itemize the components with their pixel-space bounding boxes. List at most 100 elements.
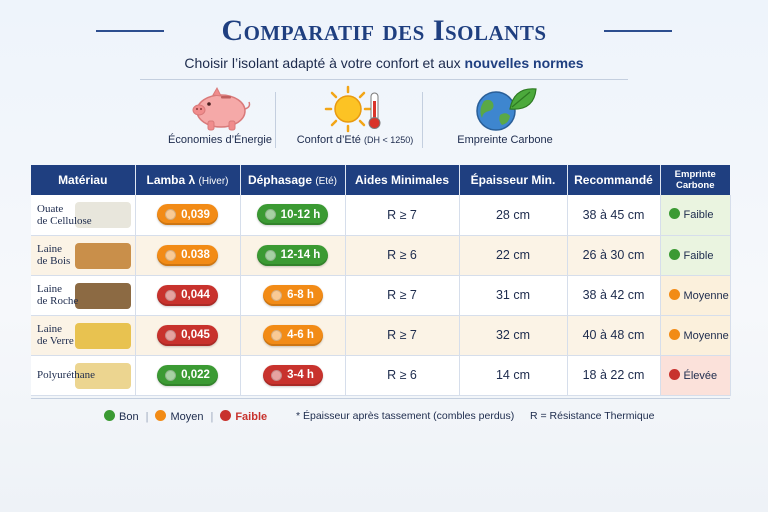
table-row: Polyuréthane 0,022 3-4 h R ≥ 6 14 cm 18 … bbox=[31, 355, 731, 396]
lambda-value: 0,039 bbox=[181, 208, 210, 221]
cell-aides: R ≥ 7 bbox=[345, 195, 460, 236]
cell-lambda: 0,039 bbox=[135, 195, 241, 236]
material-name: Polyuréthane bbox=[37, 369, 96, 381]
cell-recommended: 38 à 42 cm bbox=[567, 275, 661, 316]
rating-dot-icon bbox=[165, 209, 177, 221]
lambda-value: 0,022 bbox=[181, 369, 210, 381]
cell-material: Laine de Verre bbox=[31, 315, 136, 356]
material-name: Laine de Roche bbox=[37, 283, 79, 307]
cell-material: Polyuréthane bbox=[31, 355, 136, 396]
legend-item-weak: Faible bbox=[220, 410, 267, 423]
cell-recommended: 38 à 45 cm bbox=[567, 195, 661, 236]
phase-badge: 3-4 h bbox=[262, 364, 323, 386]
carbon-value: Moyenne bbox=[683, 289, 729, 302]
material-swatch bbox=[74, 362, 131, 389]
cell-thickness: 31 cm bbox=[459, 275, 568, 316]
title-rule-left bbox=[96, 30, 164, 32]
cell-aides: R ≥ 6 bbox=[345, 235, 460, 276]
title-rule-right bbox=[604, 30, 672, 32]
rating-dot-icon bbox=[264, 209, 276, 221]
lambda-value: 0.038 bbox=[181, 249, 210, 261]
carbon-dot-icon bbox=[668, 288, 680, 300]
red-dot-icon bbox=[220, 410, 232, 421]
feature-comfort-text: Confort d’Eté bbox=[296, 134, 361, 146]
phase-badge: 6-8 h bbox=[262, 284, 323, 306]
header-lambda-note: (Hiver) bbox=[198, 176, 229, 187]
phase-badge: 12-14 h bbox=[256, 244, 329, 266]
feature-comfort-note: (DH < 1250) bbox=[363, 135, 414, 145]
table-bottom-rule bbox=[31, 398, 730, 399]
cell-carbon: Faible bbox=[660, 195, 731, 236]
legend-label-weak: Faible bbox=[235, 411, 268, 423]
carbon-dot-icon bbox=[668, 248, 680, 260]
phase-value: 10-12 h bbox=[280, 208, 321, 221]
header-aides: Aides Minimales bbox=[345, 165, 460, 195]
phase-value: 12-14 h bbox=[280, 249, 321, 261]
cell-thickness: 22 cm bbox=[459, 235, 568, 276]
feature-comfort: Confort d’Eté (DH < 1250) bbox=[285, 84, 425, 156]
header-lambda: Lamba λ (Hiver) bbox=[135, 165, 241, 195]
cell-thickness: 32 cm bbox=[459, 315, 568, 356]
cell-carbon: Élevée bbox=[660, 355, 731, 396]
material-name: Laine de Verre bbox=[37, 323, 74, 347]
table-header-row: Matériau Lamba λ (Hiver) Déphasage (Eté)… bbox=[31, 165, 730, 195]
subtitle-emphasis: nouvelles normes bbox=[464, 55, 584, 71]
phase-value: 3-4 h bbox=[287, 369, 314, 381]
carbon-dot-icon bbox=[668, 368, 680, 380]
cell-carbon: Moyenne bbox=[660, 275, 731, 316]
page-title: Comparatif des Isolants bbox=[221, 14, 547, 47]
carbon-dot-icon bbox=[668, 208, 680, 220]
header-recommended: Recommandé bbox=[567, 165, 661, 195]
lambda-badge: 0.038 bbox=[157, 244, 218, 266]
cell-carbon: Faible bbox=[660, 235, 731, 276]
legend-item-good: Bon bbox=[104, 410, 139, 423]
footnote-thickness: * Épaisseur après tassement (combles per… bbox=[296, 410, 515, 422]
title-block: Comparatif des Isolants bbox=[0, 14, 768, 48]
legend-item-medium: Moyen bbox=[155, 410, 203, 423]
comparison-table: Matériau Lamba λ (Hiver) Déphasage (Eté)… bbox=[31, 165, 731, 396]
green-dot-icon bbox=[104, 410, 115, 421]
lambda-value: 0,045 bbox=[181, 329, 210, 341]
cell-thickness: 28 cm bbox=[459, 195, 568, 236]
feature-divider bbox=[422, 92, 423, 148]
cell-recommended: 40 à 48 cm bbox=[567, 315, 661, 356]
page-subtitle: Choisir l’isolant adapté à votre confort… bbox=[0, 55, 768, 71]
header-phase-text: Déphasage bbox=[247, 173, 312, 187]
cell-phase: 10-12 h bbox=[240, 195, 346, 236]
rating-dot-icon bbox=[271, 329, 283, 341]
cell-material: Ouate de Cellulose bbox=[31, 195, 136, 236]
subtitle-rule bbox=[140, 79, 628, 80]
feature-comfort-label: Confort d’Eté (DH < 1250) bbox=[285, 134, 425, 146]
carbon-value: Élevée bbox=[683, 369, 718, 382]
cell-aides: R ≥ 7 bbox=[345, 315, 460, 356]
lambda-badge: 0,022 bbox=[157, 364, 218, 386]
cell-lambda: 0,045 bbox=[135, 315, 241, 356]
cell-aides: R ≥ 7 bbox=[345, 275, 460, 316]
cell-lambda: 0,044 bbox=[135, 275, 241, 316]
rating-dot-icon bbox=[165, 289, 177, 301]
carbon-dot-icon bbox=[668, 328, 680, 340]
cell-material: Laine de Roche bbox=[31, 275, 136, 316]
cell-material: Laine de Bois bbox=[31, 235, 136, 276]
material-swatch bbox=[74, 322, 131, 349]
cell-recommended: 26 à 30 cm bbox=[567, 235, 661, 276]
footnote-resistance: R = Résistance Thermique bbox=[530, 410, 655, 422]
table-row: Laine de Verre 0,045 4-6 h R ≥ 7 32 cm 4… bbox=[31, 315, 731, 356]
phase-value: 4-6 h bbox=[287, 329, 314, 341]
table-row: Laine de Bois 0.038 12-14 h R ≥ 6 22 cm … bbox=[31, 235, 731, 276]
orange-dot-icon bbox=[155, 410, 167, 421]
cell-phase: 3-4 h bbox=[240, 355, 346, 396]
lambda-value: 0,044 bbox=[181, 289, 210, 301]
table-row: Laine de Roche 0,044 6-8 h R ≥ 7 31 cm 3… bbox=[31, 275, 731, 316]
rating-dot-icon bbox=[271, 289, 283, 301]
cell-aides: R ≥ 6 bbox=[345, 355, 460, 396]
lambda-badge: 0,045 bbox=[157, 324, 218, 346]
cell-lambda: 0.038 bbox=[135, 235, 241, 276]
header-carbon: Emprinte Carbone bbox=[660, 165, 730, 195]
feature-divider bbox=[275, 92, 276, 148]
rating-dot-icon bbox=[165, 369, 177, 381]
header-material: Matériau bbox=[31, 165, 136, 195]
cell-recommended: 18 à 22 cm bbox=[567, 355, 661, 396]
lambda-badge: 0,039 bbox=[157, 204, 218, 226]
subtitle-text: Choisir l’isolant adapté à votre confort… bbox=[184, 55, 461, 71]
